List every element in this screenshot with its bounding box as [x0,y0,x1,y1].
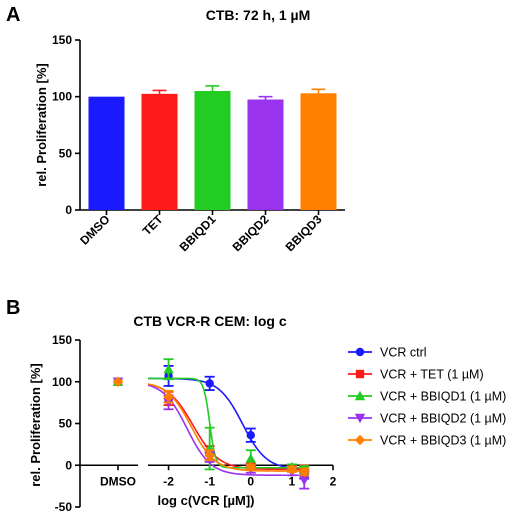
category-label: DMSO [77,212,112,247]
bar-bbiqd1 [194,91,231,210]
data-point [286,464,298,475]
data-point [299,466,310,478]
chart-b-legend: VCR ctrl VCR + TET (1 µM) VCR + BBIQD1 (1 … [348,346,506,448]
chart-b-xlabel: log c(VCR [µM]) [157,493,254,508]
legend-label: VCR + BBIQD2 (1 µM) [380,412,506,426]
category-label: TET [140,212,166,238]
chart-a-ylabel: rel. Proliferation [%] [34,63,49,187]
legend-marker [354,390,366,401]
legend-marker [355,369,365,379]
y-tick-label: 100 [52,90,72,104]
data-point [205,379,214,388]
legend-label: VCR ctrl [380,346,427,360]
data-point [163,364,174,374]
fit-curve [147,384,309,477]
bar-dmso [88,96,125,210]
data-point [299,476,310,486]
chart-b-ylabel: rel. Proliferation [%] [28,363,43,487]
bar-tet [141,93,178,210]
panel-b-letter: B [6,297,20,319]
series-0 [147,364,310,480]
x-tick-label: 2 [330,474,337,488]
legend-marker [355,347,365,357]
legend-label: VCR + BBIQD3 (1 µM) [380,434,506,448]
y-tick-label: 50 [59,146,73,160]
y-tick-label: 150 [52,33,72,47]
y-tick-label: -50 [55,500,73,514]
data-point [245,461,256,473]
control-point [112,376,124,387]
y-tick-label: 0 [65,458,72,472]
y-tick-label: 100 [52,375,72,389]
data-point [163,391,174,402]
category-label: BBIQD3 [283,212,325,254]
y-tick-label: 150 [52,333,72,347]
series-4 [147,383,310,478]
fit-curve [147,383,309,472]
x-tick-label: -2 [163,474,174,488]
chart-a-title: CTB: 72 h, 1 µM [206,7,311,23]
data-point [245,453,256,463]
x-tick-label: 1 [289,474,296,488]
category-label: BBIQD2 [230,212,272,254]
bar-bbiqd3 [300,93,337,210]
data-point [204,450,215,461]
chart-a: 0 50 100 150 DMSO TET BBIQD1 BBIQD2 BBIQD3 [52,33,345,254]
legend-label: VCR + TET (1 µM) [380,368,484,382]
category-label: BBIQD1 [177,212,219,254]
y-tick-label: 50 [59,417,73,431]
y-tick-label: 0 [65,203,72,217]
chart-b: -50 0 50 100 150 DMSO -2 -1 0 1 2 [52,333,337,514]
control-tick-label: DMSO [100,474,136,488]
data-point [246,430,255,440]
x-tick-label: -1 [204,474,215,488]
legend-label: VCR + BBIQD1 (1 µM) [380,390,506,404]
chart-b-title: CTB VCR-R CEM: log c [133,313,286,329]
legend-marker [354,434,366,446]
x-tick-label: 0 [247,474,254,488]
bar-bbiqd2 [247,99,284,210]
legend-marker [354,413,366,424]
fit-curve [147,383,309,471]
panel-a-letter: A [6,4,20,26]
